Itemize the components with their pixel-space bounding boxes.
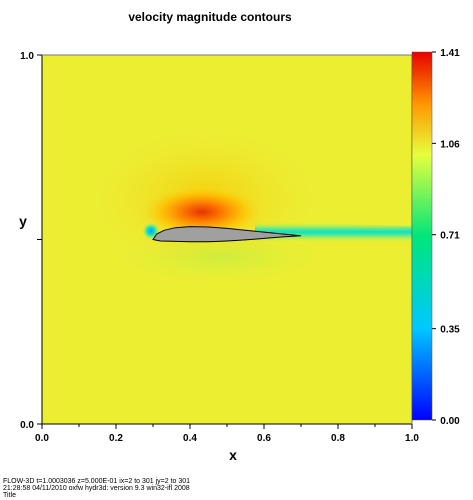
chart-title: velocity magnitude contours [128, 10, 292, 24]
x-tick-label: 0.4 [183, 433, 197, 444]
colorbar-ticks: 1.41 1.06 0.71 0.35 0.00 [432, 48, 460, 427]
y-axis: 0.0 1.0 [20, 51, 42, 431]
footer-line-2: 21:28:58 04/11/2010 oxfw hydr3d: version… [3, 485, 190, 492]
colorbar-tick-label: 0.35 [440, 325, 460, 336]
footer-line-3: Title [3, 492, 16, 499]
x-axis-label: x [229, 447, 237, 463]
x-tick-label: 0.0 [35, 433, 49, 444]
footer-line-1: FLOW-3D t=1.0003036 z=5.000E-01 ix=2 to … [3, 478, 190, 485]
colorbar-gradient [411, 51, 433, 421]
airfoil [152, 226, 302, 243]
colorbar: 1.41 1.06 0.71 0.35 0.00 [411, 48, 460, 427]
y-tick-label: 1.0 [20, 51, 34, 62]
x-tick-label: 0.2 [109, 433, 123, 444]
plot-area [42, 55, 412, 424]
wake-region [255, 222, 412, 242]
y-tick-label: 0.0 [20, 420, 34, 431]
x-axis: 0.0 0.2 0.4 0.6 0.8 1.0 [35, 424, 419, 444]
y-axis-label: y [19, 213, 27, 229]
peak-velocity-region [140, 185, 264, 239]
x-tick-label: 1.0 [405, 433, 419, 444]
x-tick-label: 0.8 [331, 433, 345, 444]
colorbar-tick-label: 1.06 [440, 139, 460, 150]
colorbar-tick-label: 1.41 [440, 48, 460, 59]
x-tick-label: 0.6 [257, 433, 271, 444]
colorbar-tick-label: 0.71 [440, 231, 460, 242]
colorbar-tick-label: 0.00 [440, 416, 460, 427]
